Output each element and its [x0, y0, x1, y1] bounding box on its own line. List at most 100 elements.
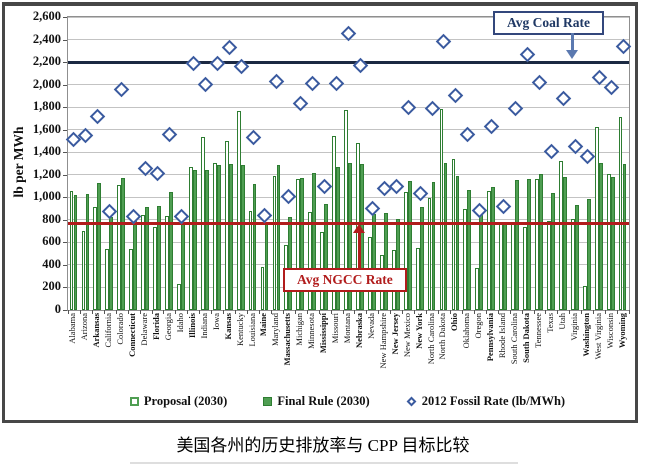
fossil-rate-diamond-wyoming — [615, 38, 631, 55]
x-axis-label-south-carolina: South Carolina — [509, 313, 520, 365]
x-tick-mark — [581, 310, 583, 314]
x-tick-mark — [533, 310, 535, 314]
bar-proposal-oklahoma — [463, 209, 468, 310]
x-axis-label-connecticut: Connecticut — [127, 313, 138, 357]
legend: Proposal (2030) Final Rule (2030) 2012 F… — [67, 394, 628, 409]
y-tick-mark — [63, 197, 67, 199]
fossil-rate-diamond-ohio — [448, 87, 464, 104]
bar-final-virginia — [574, 204, 579, 310]
x-axis-label-minnesota: Minnesota — [306, 313, 317, 349]
fossil-rate-diamond-california — [101, 204, 118, 220]
x-tick-mark — [414, 310, 416, 314]
x-tick-mark — [521, 310, 523, 314]
fossil-rate-diamond-south-carolina — [507, 100, 524, 117]
bar-final-new-mexico — [407, 180, 412, 310]
bar-final-nevada — [372, 213, 376, 310]
bar-proposal-louisiana — [248, 210, 253, 310]
fossil-rate-diamond-nevada — [364, 200, 381, 217]
chart-figure: lb per MWh 0 200 400 600 800 1,000 1,200 1,400 1… — [2, 2, 638, 423]
x-axis-label-oklahoma: Oklahoma — [461, 313, 472, 349]
x-tick-mark — [139, 310, 141, 314]
bar-final-ohio — [455, 175, 460, 310]
x-axis-label-louisiana: Louisiana — [246, 313, 257, 347]
bar-final-north-dakota — [443, 162, 448, 310]
bar-proposal-maine — [260, 267, 265, 310]
x-tick-mark — [342, 310, 344, 314]
y-axis-tick-labels: 0 200 400 600 800 1,000 1,200 1,400 1,600 1,800 2,… — [5, 9, 61, 316]
x-axis-label-michigan: Michigan — [294, 313, 305, 346]
bar-final-missouri — [336, 166, 340, 310]
x-tick-mark — [127, 310, 129, 314]
x-tick-mark — [318, 310, 320, 314]
x-axis-label-nebraska: Nebraska — [353, 313, 364, 348]
x-axis-label-new-hampshire: New Hampshire — [377, 313, 388, 369]
y-tick-label: 200 — [42, 279, 61, 294]
x-axis-label-indiana: Indiana — [198, 313, 209, 339]
legend-label-proposal: Proposal (2030) — [143, 394, 228, 408]
x-axis-labels: Alabama Arizona Arkansas California Colorado… — [67, 312, 628, 396]
x-tick-mark — [199, 310, 201, 314]
bar-proposal-arkansas — [93, 207, 98, 310]
fossil-rate-diamond-wisconsin — [603, 79, 619, 96]
x-axis-label-texas: Texas — [544, 313, 555, 333]
x-axis-label-west-virginia: West Virginia — [592, 313, 603, 360]
x-axis-label-wisconsin: Wisconsin — [604, 313, 615, 349]
x-tick-mark — [247, 310, 249, 314]
y-tick-label: 2,600 — [32, 9, 61, 23]
fossil-rate-diamond-pennsylvania — [483, 118, 500, 135]
bar-final-new-hampshire — [383, 213, 388, 310]
fossil-rate-diamond-minnesota — [304, 75, 321, 92]
x-tick-mark — [629, 310, 630, 314]
x-axis-label-new-jersey: New Jersey — [389, 313, 400, 355]
bar-proposal-ohio — [451, 159, 456, 310]
x-tick-mark — [223, 310, 225, 314]
gridline — [68, 151, 629, 153]
bar-proposal-delaware — [141, 215, 145, 310]
bar-final-nebraska — [360, 163, 364, 310]
x-tick-mark — [282, 310, 284, 314]
x-axis-label-florida: Florida — [151, 313, 162, 340]
fossil-rate-diamond-kansas — [221, 39, 237, 56]
y-tick-label: 1,000 — [32, 189, 61, 204]
y-tick-mark — [63, 39, 67, 41]
bar-final-north-carolina — [431, 181, 436, 310]
legend-item-final-rule: Final Rule (2030) — [263, 394, 370, 409]
x-tick-mark — [294, 310, 296, 314]
fossil-rate-diamond-arkansas — [90, 108, 106, 124]
x-axis-label-montana: Montana — [342, 313, 352, 344]
bar-proposal-west-virginia — [594, 127, 599, 310]
bar-final-west-virginia — [598, 162, 603, 310]
x-tick-mark — [485, 310, 487, 314]
bar-final-alabama — [73, 195, 78, 310]
fossil-rate-diamond-new-jersey — [388, 178, 405, 195]
x-axis-label-kansas: Kansas — [222, 313, 233, 340]
figure-caption: 美国各州的历史排放率与 CPP 目标比较 — [176, 436, 470, 455]
bar-proposal-new-york — [415, 248, 420, 310]
x-tick-mark — [449, 310, 451, 314]
hollow-square-marker-icon — [129, 397, 139, 406]
x-axis-label-arizona: Arizona — [79, 313, 90, 341]
fossil-rate-diamond-mississippi — [316, 178, 333, 195]
x-tick-mark — [330, 310, 332, 314]
x-axis-label-nevada: Nevada — [365, 313, 376, 339]
x-axis-label-maine: Maine — [258, 313, 269, 337]
fossil-rate-diamond-illinois — [185, 55, 202, 71]
x-axis-label-georgia: Georgia — [162, 313, 173, 341]
bar-proposal-connecticut — [129, 249, 134, 310]
legend-label-fossil-rate: 2012 Fossil Rate (lb/MWh) — [421, 394, 566, 408]
bar-proposal-michigan — [296, 179, 301, 310]
fossil-rate-diamond-new-mexico — [400, 99, 416, 116]
bar-final-minnesota — [312, 173, 317, 310]
bar-final-arizona — [85, 193, 90, 310]
x-axis-label-south-dakota: South Dakota — [521, 313, 532, 363]
bar-final-illinois — [192, 169, 197, 310]
bar-final-indiana — [204, 170, 209, 310]
avg-ngcc-rate-line — [68, 222, 629, 226]
bar-proposal-kansas — [224, 141, 229, 310]
bar-final-maine — [264, 222, 269, 310]
bar-proposal-utah — [558, 161, 563, 310]
fossil-rate-diamond-missouri — [328, 75, 345, 92]
x-axis-label-wyoming: Wyoming — [616, 313, 627, 349]
y-tick-label: 2,000 — [32, 76, 61, 91]
y-tick-mark — [63, 84, 67, 86]
